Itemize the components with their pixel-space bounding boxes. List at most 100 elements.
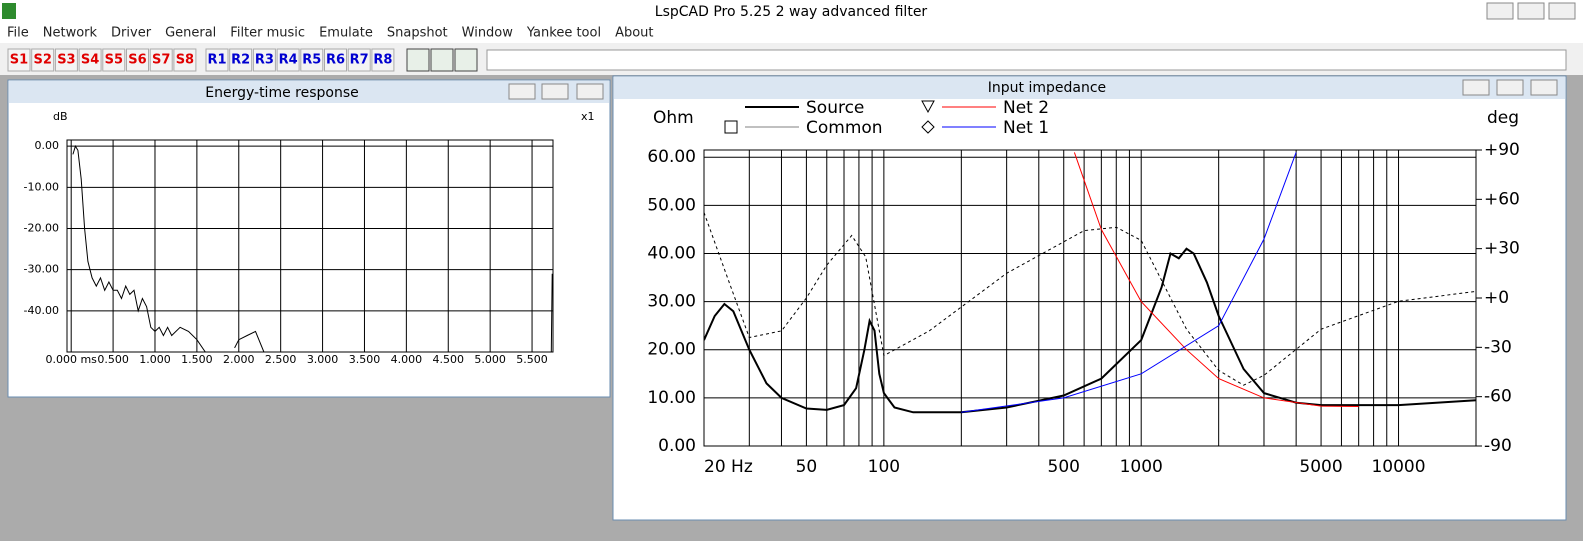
button[interactable] <box>149 48 173 72</box>
x-tick-label: 5000 <box>1299 457 1342 477</box>
y-tick-label: 30.00 <box>647 292 696 312</box>
minimize[interactable] <box>508 83 536 100</box>
menu-item[interactable]: Snapshot <box>387 26 448 41</box>
icon-button[interactable] <box>430 48 454 72</box>
button[interactable] <box>126 48 149 72</box>
maximize[interactable] <box>1517 2 1545 20</box>
button[interactable] <box>229 48 253 72</box>
app-title: LspCAD Pro 5.25 2 way advanced filter <box>655 4 928 20</box>
x-tick-label: 10000 <box>1371 457 1425 477</box>
title-bar <box>0 0 1583 22</box>
button[interactable] <box>78 48 102 72</box>
button-label[interactable]: S5 <box>105 53 123 68</box>
x-tick-label: 5.500 <box>516 353 548 366</box>
button-label[interactable]: R4 <box>279 53 298 68</box>
button[interactable] <box>31 48 55 72</box>
y2-tick-label: +30 <box>1484 239 1520 259</box>
button-label[interactable]: S3 <box>57 53 75 68</box>
window-title: Energy-time response <box>205 85 359 101</box>
button-label[interactable]: R1 <box>207 53 226 68</box>
x-tick-label: 4.000 <box>391 353 423 366</box>
legend-label: Net 1 <box>1003 118 1049 138</box>
button[interactable] <box>205 48 229 72</box>
maximize[interactable] <box>1496 79 1524 96</box>
menu-item[interactable]: Emulate <box>319 26 373 41</box>
y-tick-label: -30.00 <box>24 263 59 276</box>
button[interactable] <box>347 48 371 72</box>
legend-marker <box>724 120 738 134</box>
close[interactable] <box>1530 79 1558 96</box>
y2-tick-label: -90 <box>1484 436 1512 456</box>
x-tick-label: 0.500 <box>97 353 129 366</box>
x-tick-label: 4.500 <box>433 353 465 366</box>
legend-marker <box>921 100 935 114</box>
y-tick-label: 10.00 <box>647 388 696 408</box>
maximize[interactable] <box>541 83 569 100</box>
button[interactable] <box>300 48 324 72</box>
legend-label: Common <box>806 118 883 138</box>
x-tick-label: 3.500 <box>349 353 381 366</box>
y-tick-label: 60.00 <box>647 147 696 167</box>
menu-item[interactable]: Filter music <box>230 26 305 41</box>
button-label[interactable]: S4 <box>81 53 99 68</box>
button-label[interactable]: R5 <box>302 53 321 68</box>
button[interactable] <box>54 48 78 72</box>
button-label[interactable]: R8 <box>373 53 392 68</box>
button[interactable] <box>371 48 395 72</box>
y2-tick-label: -30 <box>1484 337 1512 357</box>
button[interactable] <box>173 48 197 72</box>
button-label[interactable]: S8 <box>176 53 194 68</box>
menu-item[interactable]: File <box>7 26 29 41</box>
menu-item[interactable]: Driver <box>111 26 152 41</box>
window-title: Input impedance <box>988 80 1106 96</box>
y-tick-label: 50.00 <box>647 195 696 215</box>
close[interactable] <box>576 83 604 100</box>
series-line <box>704 247 1476 414</box>
button-label[interactable]: S7 <box>152 53 170 68</box>
menu-item[interactable]: About <box>615 26 653 41</box>
menu: File Network Driver General Filter music Emul… <box>7 26 654 41</box>
legend-label: Net 2 <box>1003 98 1049 118</box>
legend-label: Source <box>806 98 864 118</box>
button[interactable] <box>276 48 300 72</box>
button-label[interactable]: S2 <box>33 53 51 68</box>
input-box[interactable] <box>486 49 1567 71</box>
icon-button[interactable] <box>454 48 478 72</box>
menu-item[interactable]: Network <box>43 26 98 41</box>
y-tick-label: 40.00 <box>647 243 696 263</box>
x-tick-label: 100 <box>868 457 900 477</box>
button[interactable] <box>7 48 31 72</box>
curve <box>72 144 553 352</box>
series-line <box>704 212 1476 386</box>
y-tick-label: -10.00 <box>24 180 59 193</box>
minimize[interactable] <box>1486 2 1514 20</box>
icon-button[interactable] <box>406 48 430 72</box>
x-tick-label: 1.500 <box>181 353 213 366</box>
y2-tick-label: +0 <box>1484 288 1509 308</box>
button[interactable] <box>324 48 347 72</box>
y-axis-label: Ohm <box>653 108 694 128</box>
button-label[interactable]: R3 <box>255 53 274 68</box>
button-label[interactable]: R2 <box>231 53 250 68</box>
menu-item[interactable]: General <box>165 26 216 41</box>
button[interactable] <box>252 48 276 72</box>
x-tick-label: 1.000 <box>139 353 171 366</box>
x-tick-label: 20 Hz <box>704 457 753 477</box>
series-line <box>1073 152 1359 407</box>
button[interactable] <box>102 48 126 72</box>
menu-item[interactable]: Window <box>462 26 514 41</box>
button-label[interactable]: R7 <box>350 53 369 68</box>
button-label[interactable]: S1 <box>10 53 28 68</box>
minimize[interactable] <box>1462 79 1490 96</box>
y-tick-label: 0.00 <box>658 436 696 456</box>
y-tick-label: -40.00 <box>24 304 59 317</box>
y2-tick-label: -60 <box>1484 387 1512 407</box>
x-tick-label: 500 <box>1048 457 1080 477</box>
close[interactable] <box>1548 2 1576 20</box>
menu-item[interactable]: Yankee tool <box>526 26 601 41</box>
series-line <box>961 152 1297 413</box>
button-label[interactable]: R6 <box>326 53 345 68</box>
scale-label: x1 <box>581 110 595 123</box>
window-controls <box>1486 2 1576 20</box>
button-label[interactable]: S6 <box>128 53 146 68</box>
